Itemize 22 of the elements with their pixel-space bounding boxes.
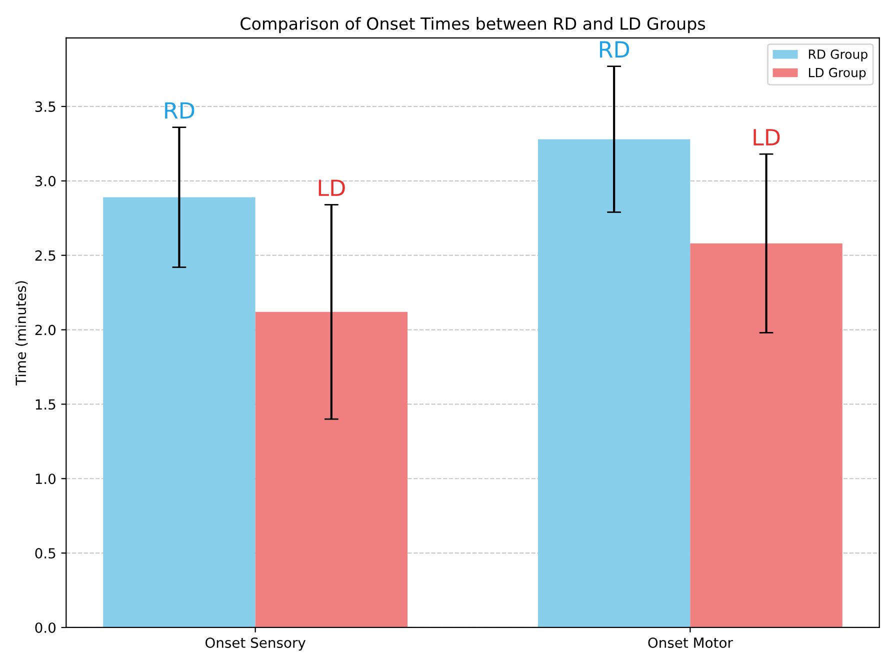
bar (538, 139, 690, 628)
x-tick-label: Onset Sensory (205, 637, 306, 651)
bar (103, 197, 256, 628)
y-tick-label: 1.0 (36, 474, 56, 484)
y-tick-label: 0.5 (35, 548, 56, 559)
y-tick-label: 3.5 (35, 101, 56, 112)
y-tick-label: 2.5 (35, 250, 56, 261)
y-axis-title: Time (minutes) (15, 281, 28, 386)
y-tick-label: 3.0 (35, 176, 56, 186)
annotation: RD (600, 41, 630, 58)
chart-title: Comparison of Onset Times between RD and LD Groups (240, 16, 706, 34)
bar (690, 243, 842, 628)
y-tick-label: 2.0 (35, 324, 56, 336)
x-tick-label: Onset Motor (648, 637, 733, 648)
y-tick-label: 0.0 (35, 622, 56, 633)
annotation: LD (318, 180, 345, 196)
legend-label: LD Group (809, 68, 866, 80)
annotation: RD (165, 102, 194, 119)
bar (255, 312, 408, 628)
y-tick-label: 1.5 (36, 399, 56, 410)
annotation: LD (754, 129, 780, 146)
legend-label: RD Group (809, 49, 868, 62)
